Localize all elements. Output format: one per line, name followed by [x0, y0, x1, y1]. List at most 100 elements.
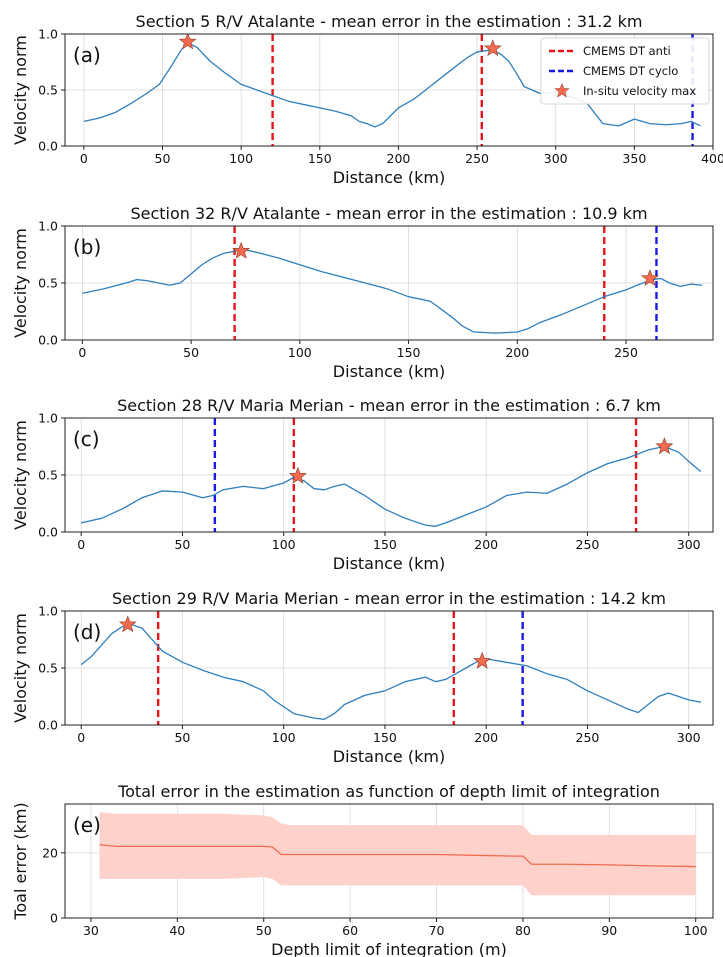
legend-label: In-situ velocity max — [583, 84, 696, 98]
y-axis-label: Velocity norm — [11, 613, 30, 723]
x-tick-label: 70 — [429, 923, 445, 938]
x-tick-label: 90 — [601, 923, 617, 938]
velocity-max-star — [655, 437, 674, 455]
x-tick-label: 250 — [465, 151, 489, 166]
x-tick-label: 50 — [256, 923, 272, 938]
x-tick-label: 0 — [77, 730, 85, 745]
x-tick-label: 50 — [174, 730, 190, 745]
x-tick-label: 200 — [474, 537, 498, 552]
x-tick-label: 300 — [677, 537, 701, 552]
x-tick-label: 300 — [677, 730, 701, 745]
velocity-line — [80, 624, 701, 720]
x-tick-label: 30 — [83, 923, 99, 938]
y-tick-label: 1.0 — [38, 604, 58, 619]
x-tick-label: 50 — [155, 151, 171, 166]
velocity-max-star — [118, 615, 137, 633]
x-tick-label: 150 — [397, 345, 421, 360]
y-tick-label: 0.0 — [38, 333, 58, 348]
y-tick-label: 0.5 — [38, 468, 58, 483]
y-tick-label: 0.0 — [38, 718, 58, 733]
legend-label: CMEMS DT anti — [583, 44, 671, 58]
y-tick-label: 0.5 — [38, 661, 58, 676]
y-tick-label: 1.0 — [38, 27, 58, 42]
y-tick-label: 1.0 — [38, 411, 58, 426]
x-tick-label: 250 — [576, 730, 600, 745]
y-axis-label: Velocity norm — [11, 420, 30, 530]
panel-letter: (b) — [73, 235, 101, 259]
x-tick-label: 100 — [272, 730, 296, 745]
plot-area — [81, 418, 702, 532]
x-tick-label: 200 — [505, 345, 529, 360]
panel-c: 0 50 100 150 200 250 300 0.0 0.5 1.0 Section 28 R/… — [11, 396, 714, 573]
panel-d: 0 50 100 150 200 250 300 0.0 0.5 1.0 Section 29 R/… — [11, 589, 714, 766]
x-tick-label: 60 — [342, 923, 358, 938]
y-tick-label: 0.0 — [38, 525, 58, 540]
plot-area — [82, 226, 703, 340]
plot-frame — [64, 803, 714, 919]
x-axis-label: Distance (km) — [333, 554, 445, 573]
velocity-max-star — [288, 466, 307, 484]
y-tick-label: 0 — [50, 911, 58, 926]
panel-letter: (e) — [73, 813, 101, 837]
x-tick-label: 50 — [183, 345, 199, 360]
x-axis-label: Distance (km) — [333, 747, 445, 766]
y-tick-label: 20 — [42, 845, 58, 860]
x-tick-label: 200 — [387, 151, 411, 166]
velocity-max-star — [483, 39, 502, 57]
legend: CMEMS DT anti CMEMS DT cyclo In-situ veloc… — [540, 37, 710, 105]
panel-a: 0 50 100 150 200 250 300 350 400 0.0 0.5 1.0 Section… — [11, 12, 723, 187]
legend-frame — [540, 37, 710, 105]
velocity-max-star — [473, 651, 492, 669]
panel-b: 0 50 100 150 200 250 0.0 0.5 1.0 Section 32 R/V A… — [11, 204, 714, 381]
panel-letter: (a) — [73, 43, 101, 67]
x-axis-label: Distance (km) — [333, 168, 445, 187]
x-tick-label: 200 — [474, 730, 498, 745]
chart-title: Section 5 R/V Atalante - mean error in t… — [136, 12, 643, 31]
x-tick-label: 50 — [174, 537, 190, 552]
velocity-line — [81, 445, 702, 527]
chart-title: Total error in the estimation as functio… — [117, 782, 660, 801]
y-tick-label: 0.0 — [38, 139, 58, 154]
total-error-line — [99, 844, 696, 868]
chart-title: Section 28 R/V Maria Merian - mean error… — [117, 396, 661, 415]
x-tick-label: 100 — [272, 537, 296, 552]
chart-title: Section 29 R/V Maria Merian - mean error… — [112, 589, 666, 608]
velocity-max-star — [232, 241, 251, 259]
x-tick-label: 300 — [544, 151, 568, 166]
x-tick-label: 80 — [515, 923, 531, 938]
x-tick-label: 100 — [288, 345, 312, 360]
x-tick-label: 150 — [373, 537, 397, 552]
y-tick-label: 1.0 — [38, 219, 58, 234]
x-axis-label: Depth limit of integration (m) — [271, 940, 507, 957]
panel-letter: (d) — [73, 620, 101, 644]
x-tick-label: 250 — [614, 345, 638, 360]
velocity-line — [82, 249, 703, 334]
x-tick-label: 40 — [169, 923, 185, 938]
y-tick-label: 0.5 — [38, 276, 58, 291]
y-axis-label: Velocity norm — [11, 228, 30, 338]
y-tick-label: 0.5 — [38, 83, 58, 98]
x-tick-label: 0 — [78, 345, 86, 360]
x-axis-label: Distance (km) — [333, 362, 445, 381]
plot-area — [80, 611, 701, 725]
panel-e: 30 40 50 60 70 80 90 100 0 20 Total error in the e… — [11, 782, 714, 957]
x-tick-label: 100 — [684, 923, 708, 938]
x-tick-label: 100 — [229, 151, 253, 166]
panel-letter: (c) — [73, 427, 100, 451]
x-tick-label: 350 — [622, 151, 646, 166]
chart-title: Section 32 R/V Atalante - mean error in … — [130, 204, 647, 223]
x-tick-label: 0 — [80, 151, 88, 166]
legend-star-swatch — [554, 82, 570, 98]
error-band — [99, 812, 696, 896]
x-tick-label: 0 — [77, 537, 85, 552]
x-tick-label: 150 — [308, 151, 332, 166]
x-tick-label: 250 — [576, 537, 600, 552]
plot-area — [99, 812, 696, 896]
x-tick-label: 400 — [701, 151, 723, 166]
y-axis-label: Velocity norm — [11, 35, 30, 145]
velocity-max-star — [641, 269, 659, 287]
velocity-max-star — [178, 34, 197, 50]
y-axis-label: Toal error (km) — [11, 802, 30, 920]
x-tick-label: 150 — [373, 730, 397, 745]
